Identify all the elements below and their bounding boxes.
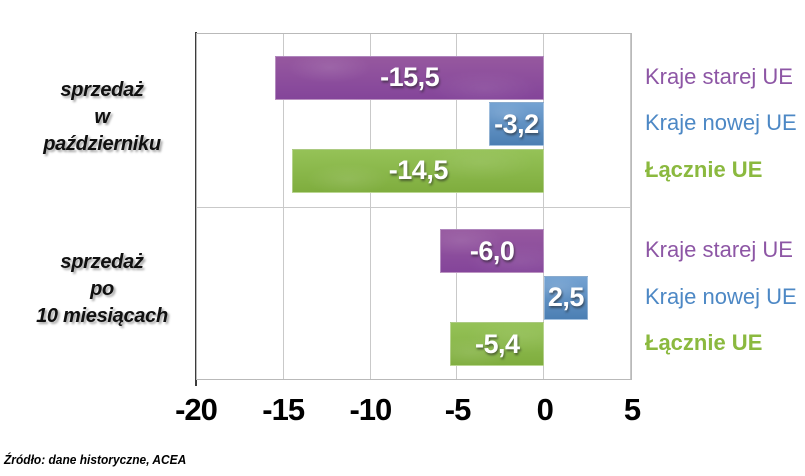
- bar-value-label: -15,5: [380, 62, 440, 92]
- bar-blue-october: -3,2: [488, 102, 545, 146]
- legend-entry-green-ten-months: Łącznie UE: [645, 330, 763, 355]
- bar-blue-ten-months: 2,5: [544, 275, 588, 320]
- plot-area: -15,5 -3,2 -14,5 -6,0 2,5 -5,4: [196, 33, 632, 380]
- bar-value-label: 2,5: [547, 282, 585, 312]
- bar-green-october: -14,5: [292, 148, 545, 193]
- source-note: Źródło: dane historyczne, ACEA: [4, 452, 187, 467]
- group-label-ten-months: sprzedaż po 10 miesiącach: [18, 249, 186, 330]
- legend-entry-blue-october: Kraje nowej UE: [645, 110, 797, 135]
- bar-purple-ten-months: -6,0: [440, 229, 545, 273]
- x-tick-label--10: -10: [349, 392, 392, 427]
- legend-entry-purple-ten-months: Kraje starej UE: [645, 237, 793, 262]
- gridline-x--15: [282, 34, 284, 379]
- gridline-x--10: [369, 34, 371, 379]
- group-label-line: po: [90, 278, 114, 300]
- bar-value-label: -5,4: [475, 328, 520, 359]
- legend-entry-purple-october: Kraje starej UE: [645, 63, 793, 89]
- bar-value-label: -14,5: [388, 155, 449, 185]
- bar-value-label: -6,0: [469, 235, 515, 266]
- gridline-x--5: [456, 34, 458, 379]
- legend-entry-blue-ten-months: Kraje nowej UE: [645, 283, 797, 309]
- group-label-line: sprzedaż: [60, 251, 144, 273]
- group-label-line: w: [94, 106, 110, 128]
- gridline-x-0: [543, 34, 545, 379]
- x-tick-label-5: 5: [623, 392, 641, 427]
- group-label-line: 10 miesiącach: [36, 305, 168, 327]
- bar-green-ten-months: -5,4: [450, 322, 545, 366]
- x-tick-label--20: -20: [175, 392, 218, 427]
- bar-value-label: -3,2: [494, 108, 539, 139]
- bar-purple-october: -15,5: [275, 55, 545, 100]
- group-label-line: sprzedaż: [60, 79, 144, 101]
- group-separator-line: [197, 207, 631, 208]
- gridline-x-5: [630, 34, 631, 379]
- legend-entry-green-october: Łącznie UE: [645, 156, 763, 182]
- group-label-line: październiku: [43, 133, 161, 155]
- x-tick-label--15: -15: [262, 392, 305, 427]
- x-tick-label--5: -5: [444, 392, 472, 427]
- group-label-october: sprzedaż w październiku: [18, 77, 186, 158]
- x-tick-label-0: 0: [536, 392, 554, 427]
